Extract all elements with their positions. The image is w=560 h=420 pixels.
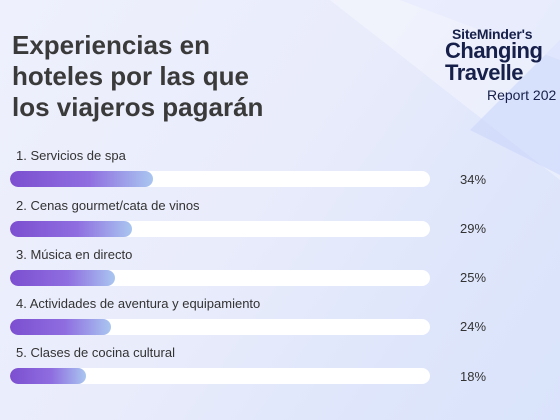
bar [10, 319, 111, 335]
chart-title-line: Experiencias en [12, 30, 210, 60]
brand-headline: Changing [445, 38, 543, 63]
bar-track [10, 270, 430, 286]
bar-track [10, 319, 430, 335]
bar-track [10, 171, 430, 187]
brand-name: SiteMinder's [452, 26, 533, 42]
bar-label: 3. Música en directo [16, 247, 133, 262]
bar [10, 221, 132, 237]
chart-title: Experiencias en hoteles por las que los … [12, 30, 312, 123]
bar-value-label: 29% [460, 221, 487, 236]
brand-subtitle: Report 202 [487, 87, 557, 103]
bar-value-label: 24% [460, 319, 487, 334]
bar-value-label: 34% [460, 172, 487, 187]
bar-track [10, 368, 430, 384]
bar-value-label: 25% [460, 270, 487, 285]
bar-track [10, 221, 430, 237]
chart-title-line: hoteles por las que [12, 61, 249, 91]
chart-title-line: los viajeros pagarán [12, 92, 264, 122]
bar-label: 5. Clases de cocina cultural [16, 345, 175, 360]
brand-headline: Travelle [445, 60, 523, 85]
bar [10, 270, 115, 286]
bar-label: 1. Servicios de spa [16, 148, 126, 163]
bar [10, 171, 153, 187]
bar [10, 368, 86, 384]
bar-label: 2. Cenas gourmet/cata de vinos [16, 198, 200, 213]
bar-label: 4. Actividades de aventura y equipamient… [16, 296, 261, 311]
bar-value-label: 18% [460, 369, 487, 384]
